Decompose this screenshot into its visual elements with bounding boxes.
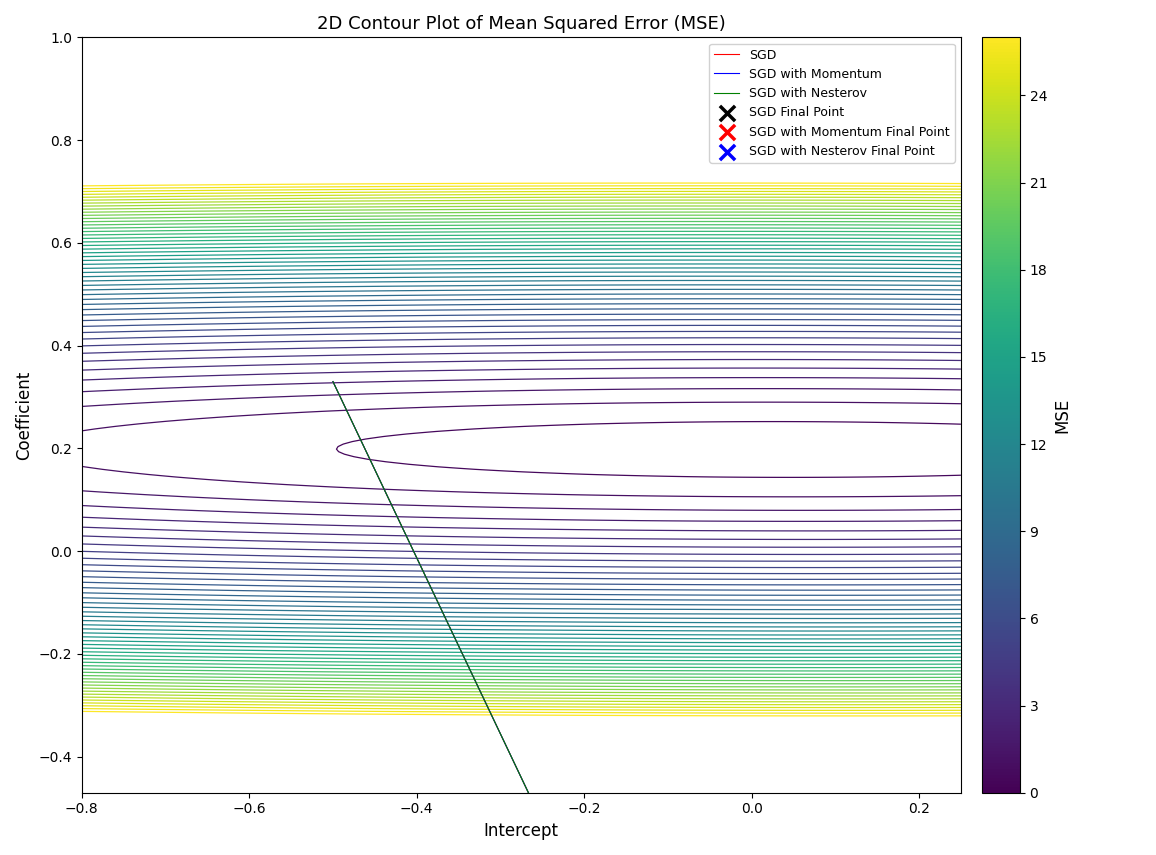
SGD with Momentum — [326, 376, 340, 386]
Y-axis label: Coefficient: Coefficient — [15, 370, 34, 460]
Legend: SGD, SGD with Momentum, SGD with Nesterov, SGD Final Point, SGD with Momentum Fi: SGD, SGD with Momentum, SGD with Nestero… — [709, 44, 955, 162]
SGD with Nesterov — [326, 376, 340, 386]
X-axis label: Intercept: Intercept — [484, 822, 558, 840]
Title: 2D Contour Plot of Mean Squared Error (MSE): 2D Contour Plot of Mean Squared Error (M… — [317, 15, 726, 33]
Y-axis label: MSE: MSE — [1053, 398, 1070, 433]
SGD — [326, 376, 340, 386]
